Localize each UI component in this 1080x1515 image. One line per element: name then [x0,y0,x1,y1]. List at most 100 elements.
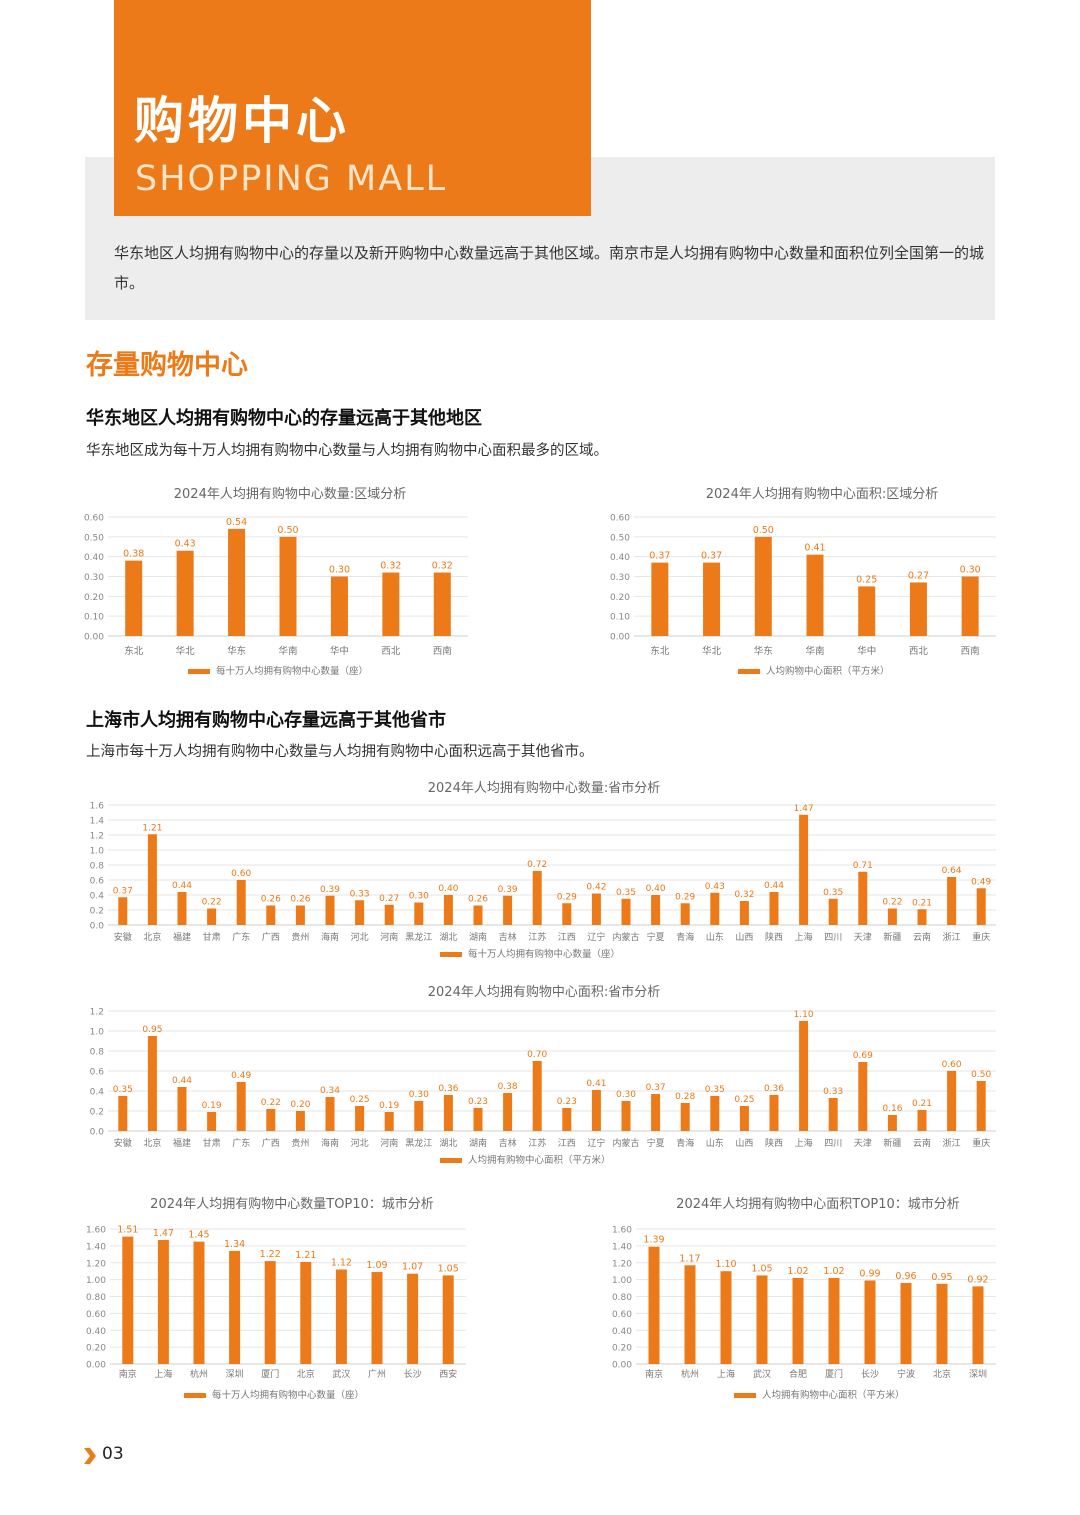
x-tick-label: 华南 [278,645,297,657]
bar [407,1273,419,1364]
bar [122,1236,134,1364]
legend-swatch [440,1158,462,1163]
block1-heading: 华东地区人均拥有购物中心的存量远高于其他地区 [86,408,482,429]
x-tick-label: 山东 [706,1137,724,1149]
data-label: 0.25 [350,1095,370,1105]
x-tick-label: 陕西 [765,1137,783,1149]
x-tick-label: 东北 [124,645,144,657]
y-tick-label: 0.6 [90,1068,105,1078]
x-tick-label: 华南 [805,645,824,657]
bar [947,877,957,925]
x-tick-label: 南京 [119,1368,137,1380]
x-tick-label: 江苏 [528,931,546,943]
y-tick-label: 0.6 [90,877,105,887]
bar [443,1095,453,1131]
x-tick-label: 贵州 [291,1137,309,1149]
data-label: 1.10 [794,1010,814,1020]
data-label: 0.23 [557,1097,577,1107]
y-tick-label: 0.60 [84,514,104,524]
y-tick-label: 1.4 [90,817,105,827]
data-label: 0.34 [320,1086,340,1096]
intro-text: 华东地区人均拥有购物中心的存量以及新开购物中心数量远高于其他区域。南京市是人均拥… [114,244,985,292]
bar [947,1071,957,1131]
bar [756,1275,768,1364]
bar [828,898,838,925]
bar [176,550,194,636]
bar [769,1095,779,1131]
x-tick-label: 海南 [321,931,339,943]
chart-city-area-top10: 2024年人均拥有购物中心面积TOP10：城市分析 0.00 0.20 0.40 0.6… [612,1196,996,1401]
y-tick-label: 0.4 [90,1088,105,1098]
x-tick-label: 长沙 [861,1368,879,1380]
data-label: 0.60 [231,869,251,879]
bar [961,576,979,636]
bar [680,1103,690,1131]
legend-swatch [738,669,760,674]
bar [503,1093,513,1131]
y-tick-label: 1.20 [612,1259,632,1269]
bar [207,1112,217,1131]
data-label: 0.50 [971,1070,991,1080]
data-label: 0.50 [753,525,774,536]
data-label: 0.37 [646,1083,666,1093]
data-label: 0.29 [675,892,695,902]
x-tick-label: 内蒙古 [612,1137,639,1149]
section-title: 存量购物中心 [86,350,248,381]
x-tick-label: 广东 [232,1137,250,1149]
x-tick-label: 宁波 [897,1368,915,1380]
x-tick-label: 陕西 [765,931,783,943]
data-label: 1.09 [366,1260,387,1271]
data-label: 0.49 [231,1071,251,1081]
bar [384,1112,394,1131]
y-tick-label: 0.60 [86,1310,106,1320]
bar [684,1265,696,1364]
bar [147,1036,157,1131]
y-tick-label: 0.60 [610,514,630,524]
bar [976,888,986,925]
y-tick-label: 1.40 [612,1242,632,1252]
bar [236,1082,246,1131]
bar [562,903,572,925]
data-label: 0.22 [202,898,222,908]
legend-label: 每十万人均拥有购物中心数量（座） [468,948,620,960]
x-tick-label: 北京 [143,931,161,943]
x-tick-label: 云南 [913,1137,931,1149]
x-tick-label: 黑龙江 [405,1137,432,1149]
bar [207,908,217,925]
bar [118,1096,128,1131]
chart-title: 2024年人均拥有购物中心面积:区域分析 [706,486,938,502]
y-tick-label: 0.30 [610,573,630,583]
bar [193,1241,205,1364]
chart-province-count: 2024年人均拥有购物中心数量:省市分析 0.0 0.2 0.4 0.6 0.8 1.0 1.… [90,780,996,960]
bar [335,1269,347,1364]
page-arrow-icon [84,1448,96,1464]
data-label: 1.05 [751,1263,772,1274]
data-label: 1.02 [787,1266,808,1277]
bar [325,1097,335,1131]
y-tick-label: 1.40 [86,1242,106,1252]
bar [442,1275,454,1364]
bar [443,895,453,925]
data-label: 0.44 [764,881,784,891]
y-tick-label: 0.8 [90,1048,105,1058]
bar [591,1090,601,1131]
y-tick-label: 1.60 [86,1226,106,1236]
bar [887,908,897,925]
bar [473,1108,483,1131]
y-tick-label: 0.2 [90,907,104,917]
x-tick-label: 东北 [650,645,670,657]
x-tick-label: 华北 [702,645,722,657]
x-tick-label: 西北 [909,646,929,657]
x-tick-label: 华东 [754,645,773,657]
data-label: 0.19 [202,1101,222,1111]
data-label: 0.25 [856,574,877,585]
bar [266,1109,276,1131]
y-tick-label: 0.50 [610,533,630,543]
block2-desc: 上海市每十万人均拥有购物中心数量与人均拥有购物中心面积远高于其他省市。 [86,744,594,760]
chart-title: 2024年人均拥有购物中心数量:区域分析 [174,486,406,502]
data-label: 0.71 [853,861,873,871]
data-label: 0.41 [804,543,825,554]
bar [917,1110,927,1131]
bar [371,1272,383,1364]
data-label: 0.37 [649,551,670,562]
